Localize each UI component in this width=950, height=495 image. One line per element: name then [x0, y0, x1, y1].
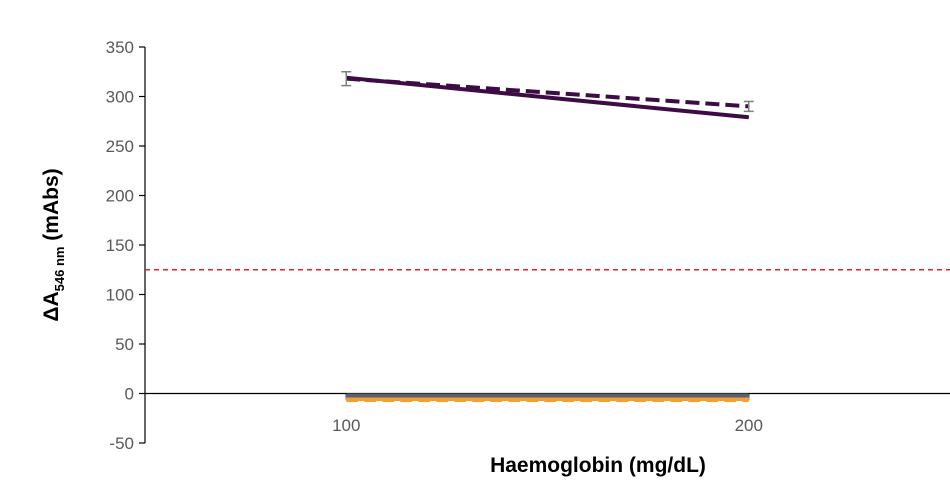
data-point — [748, 397, 750, 399]
x-tick-labels: 100 200 — [332, 416, 763, 435]
y-axis-title-prefix: ΔA — [40, 291, 63, 321]
data-point — [748, 116, 750, 118]
y-tick-label: 50 — [115, 335, 134, 354]
series-layer — [341, 71, 754, 402]
y-tick-label: 300 — [106, 88, 134, 107]
y-axis-ticks — [139, 46, 145, 444]
x-tick-label: 200 — [735, 416, 763, 435]
y-axis-title-suffix: (mAbs) — [40, 168, 63, 246]
y-tick-label: 350 — [106, 38, 134, 57]
y-tick-labels: 350 300 250 200 150 100 50 0 -50 — [106, 38, 134, 453]
y-tick-label: 150 — [106, 236, 134, 255]
x-axis-title: Haemoglobin (mg/dL) — [490, 454, 706, 477]
x-tick-label: 100 — [332, 416, 360, 435]
error-bar — [743, 100, 754, 113]
y-tick-label: 250 — [106, 137, 134, 156]
y-tick-label: 0 — [125, 385, 134, 404]
error-bar — [341, 71, 352, 87]
series-line-2 — [346, 76, 749, 109]
data-point — [748, 394, 750, 396]
y-tick-label: 100 — [106, 286, 134, 305]
y-axis-title-subscript: 546 nm — [52, 247, 67, 292]
data-point — [345, 394, 347, 396]
data-point — [345, 397, 347, 399]
y-axis-title: ΔA546 nm (mAbs) — [40, 168, 67, 321]
y-tick-label: 200 — [106, 187, 134, 206]
y-tick-label: -50 — [109, 434, 134, 453]
